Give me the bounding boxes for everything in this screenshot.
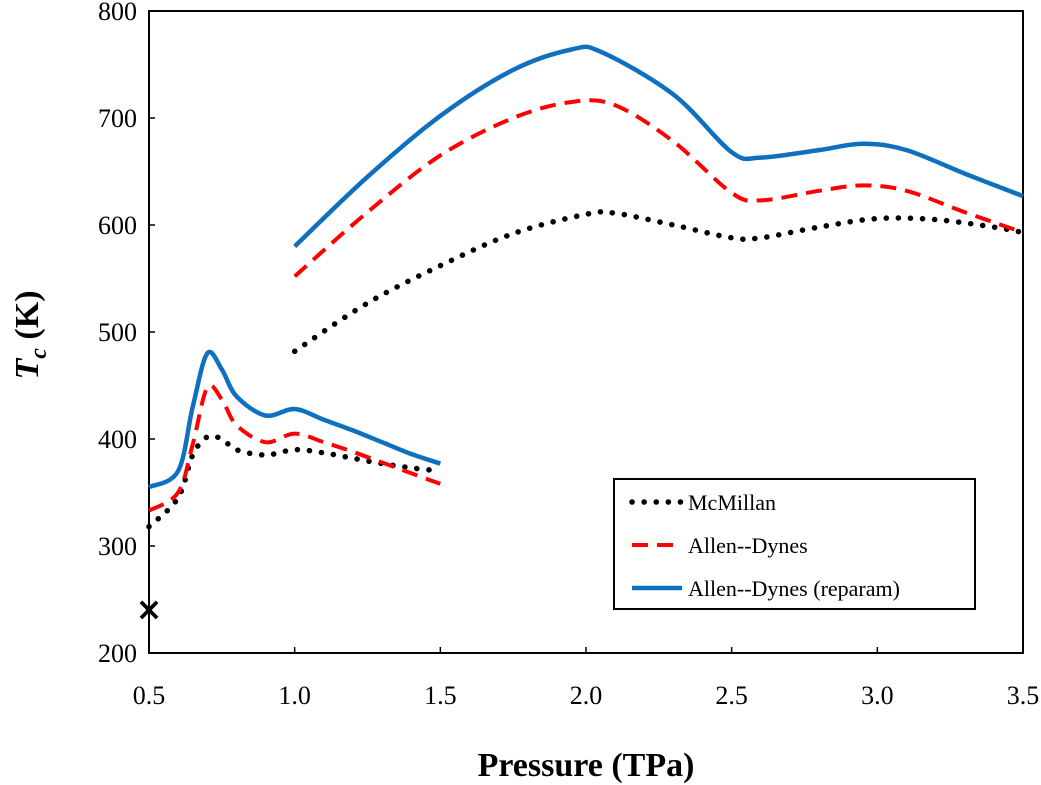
legend-label-mcmillan: McMillan (688, 490, 776, 515)
x-tick-label: 0.5 (133, 681, 166, 710)
x-tick-label: 2.5 (715, 681, 748, 710)
series-line-allen-dynes (147, 383, 441, 513)
x-axis-title: Pressure (TPa) (478, 747, 695, 784)
reference-point-marker: × (136, 590, 163, 628)
y-axis-title-sub: c (26, 348, 52, 359)
legend-label-allen-dynes-reparam: Allen--Dynes (reparam) (688, 576, 900, 601)
series-line-allen-dynes-reparam (147, 349, 442, 490)
y-ticks: 200 300 400 500 600 700 800 (98, 0, 155, 668)
x-tick-label: 2.0 (570, 681, 603, 710)
series-layer (146, 44, 1026, 530)
series-line-allen-dynes (293, 98, 1024, 278)
series-line-allen-dynes-reparam (293, 44, 1024, 249)
x-tick-label: 1.0 (278, 681, 311, 710)
legend-entries: McMillan Allen--Dynes Allen--Dynes (repara… (629, 490, 900, 601)
y-tick-label: 300 (98, 532, 137, 561)
series-line-mcmillan (291, 209, 1026, 355)
x-tick-label: 1.5 (424, 681, 457, 710)
marker-layer: × (136, 590, 163, 628)
y-axis-title: Tc (K) (9, 290, 52, 379)
x-ticks: 0.5 1.0 1.5 2.0 2.5 3.0 3.5 (133, 647, 1040, 710)
y-axis-title-main: T (9, 358, 46, 380)
y-tick-label: 600 (98, 211, 137, 240)
legend: McMillan Allen--Dynes Allen--Dynes (repara… (613, 478, 976, 610)
y-tick-label: 400 (98, 425, 137, 454)
y-tick-label: 500 (98, 318, 137, 347)
x-tick-label: 3.0 (861, 681, 894, 710)
y-axis-title-unit: (K) (9, 290, 46, 348)
y-tick-label: 200 (98, 639, 137, 668)
y-tick-label: 700 (98, 104, 137, 133)
legend-label-allen-dynes: Allen--Dynes (688, 533, 808, 558)
x-tick-label: 3.5 (1007, 681, 1040, 710)
y-tick-label: 800 (98, 0, 137, 26)
